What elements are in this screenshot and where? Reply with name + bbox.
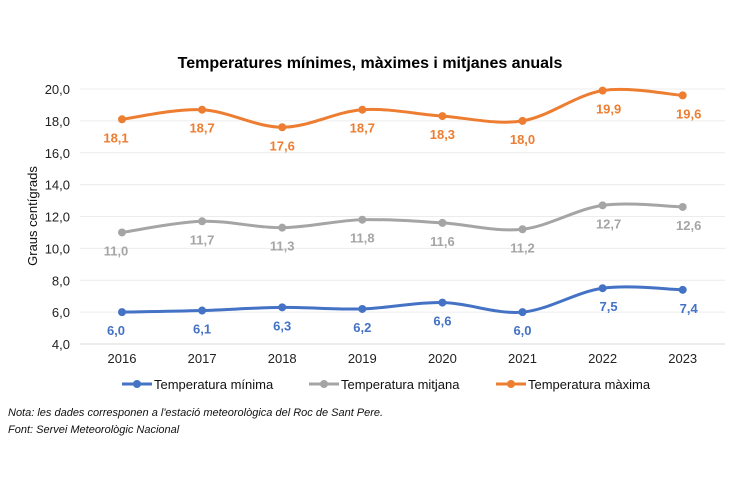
y-tick-label: 8,0: [52, 273, 70, 288]
data-label: 11,8: [350, 231, 375, 246]
data-point: [678, 285, 687, 294]
data-label: 18,7: [350, 121, 375, 136]
legend-marker: [133, 380, 141, 388]
data-label: 19,6: [676, 106, 701, 121]
data-label: 6,3: [273, 318, 291, 333]
y-tick-label: 12,0: [45, 210, 70, 225]
data-label: 11,0: [104, 243, 129, 258]
legend-label: Temperatura mitjana: [341, 377, 460, 392]
data-point: [278, 223, 287, 232]
x-tick-label: 2016: [108, 351, 137, 366]
data-label: 6,0: [513, 323, 531, 338]
data-label: 6,2: [353, 320, 371, 335]
data-label: 18,1: [103, 130, 128, 145]
data-point: [278, 303, 287, 312]
y-axis-label: Graus centígrads: [25, 166, 40, 266]
data-label: 19,9: [596, 102, 621, 117]
data-label: 11,3: [270, 239, 295, 254]
data-point: [438, 112, 447, 121]
data-point: [518, 116, 527, 125]
data-point: [598, 86, 607, 95]
data-point: [198, 306, 207, 315]
series-line: [121, 202, 683, 234]
data-point: [678, 202, 687, 211]
data-label: 18,3: [430, 127, 455, 142]
data-point: [598, 201, 607, 210]
x-tick-label: 2019: [348, 351, 377, 366]
source-text: Font: Servei Meteorològic Nacional: [8, 424, 180, 436]
x-tick-label: 2021: [508, 351, 537, 366]
data-point: [198, 217, 207, 226]
data-point: [118, 308, 126, 317]
y-tick-label: 10,0: [45, 241, 70, 256]
y-tick-label: 6,0: [52, 305, 70, 320]
data-label: 11,2: [510, 240, 535, 255]
y-tick-label: 18,0: [45, 114, 70, 129]
data-point: [358, 105, 367, 114]
data-label: 17,6: [270, 138, 295, 153]
data-label: 11,7: [190, 232, 215, 247]
data-label: 12,7: [596, 216, 621, 231]
data-label: 6,0: [107, 323, 125, 338]
y-tick-label: 20,0: [45, 82, 70, 97]
data-label: 12,6: [676, 218, 701, 233]
data-label: 18,7: [189, 121, 214, 136]
legend-marker: [507, 380, 515, 388]
data-point: [518, 225, 527, 234]
data-label: 18,0: [510, 132, 535, 147]
data-label: 6,6: [433, 314, 451, 329]
data-point: [278, 123, 287, 132]
data-point: [118, 115, 126, 124]
data-point: [358, 304, 367, 313]
data-point: [438, 298, 447, 307]
x-tick-label: 2020: [428, 351, 457, 366]
y-tick-label: 16,0: [45, 146, 70, 161]
x-tick-label: 2017: [188, 351, 217, 366]
x-tick-label: 2022: [588, 351, 617, 366]
legend-label: Temperatura màxima: [528, 377, 651, 392]
chart-title: Temperatures mínimes, màximes i mitjanes…: [178, 55, 563, 72]
y-tick-label: 4,0: [52, 337, 70, 352]
x-tick-label: 2018: [268, 351, 297, 366]
data-point: [118, 228, 126, 237]
y-tick-label: 14,0: [45, 178, 70, 193]
legend-marker: [320, 380, 328, 388]
data-point: [678, 91, 687, 100]
data-label: 7,4: [680, 301, 699, 316]
note-text: Nota: les dades corresponen a l'estació …: [8, 407, 384, 419]
legend-label: Temperatura mínima: [154, 377, 274, 392]
series-line: [121, 87, 683, 129]
data-point: [598, 284, 607, 293]
series-line: [121, 285, 683, 314]
data-point: [438, 218, 447, 227]
data-label: 7,5: [600, 299, 618, 314]
data-point: [198, 105, 207, 114]
data-label: 6,1: [193, 322, 211, 337]
x-tick-label: 2023: [668, 351, 697, 366]
data-point: [358, 215, 367, 224]
data-point: [518, 308, 527, 317]
data-label: 11,6: [430, 234, 455, 249]
